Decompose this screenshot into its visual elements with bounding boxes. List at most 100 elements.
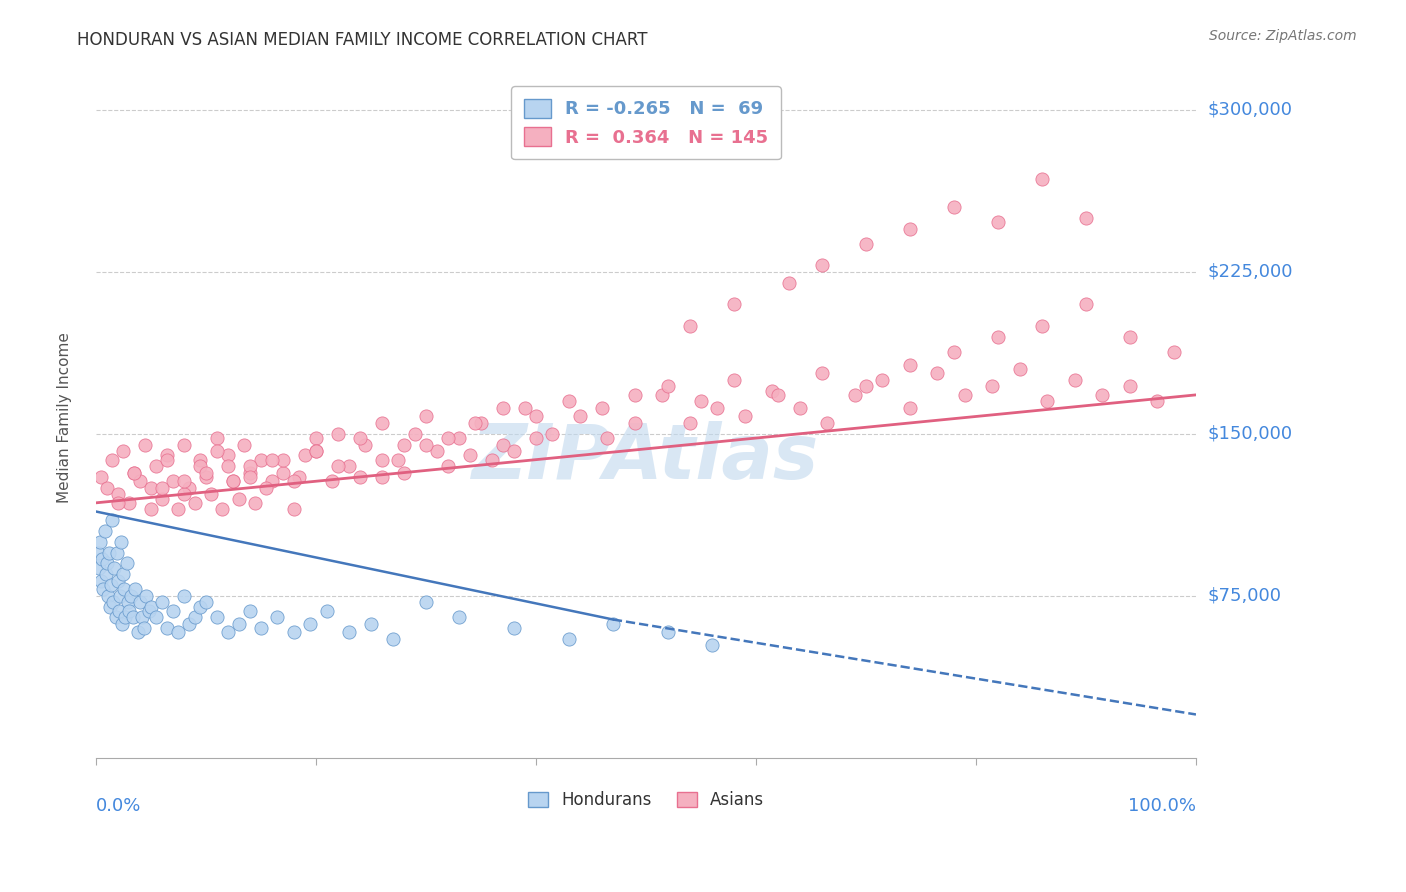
Point <box>104 610 127 624</box>
Point <box>602 616 624 631</box>
Point <box>139 599 162 614</box>
Point <box>150 595 173 609</box>
Point <box>179 616 201 631</box>
Point <box>239 604 262 618</box>
Point <box>898 221 921 235</box>
Point <box>179 481 201 495</box>
Point <box>354 437 377 451</box>
Text: $300,000: $300,000 <box>1208 101 1292 119</box>
Point <box>283 475 305 489</box>
Point <box>288 470 311 484</box>
Point <box>305 431 328 445</box>
Point <box>558 632 581 646</box>
Point <box>591 401 613 415</box>
Point <box>927 366 949 380</box>
Point <box>1031 318 1053 333</box>
Point <box>250 452 273 467</box>
Point <box>107 487 129 501</box>
Point <box>124 466 146 480</box>
Point <box>194 470 217 484</box>
Point <box>91 552 114 566</box>
Point <box>437 431 460 445</box>
Point <box>761 384 783 398</box>
Point <box>98 545 121 559</box>
Point <box>156 448 179 462</box>
Point <box>426 444 449 458</box>
Point <box>135 589 157 603</box>
Point <box>872 373 894 387</box>
Point <box>1074 211 1097 225</box>
Point <box>111 616 134 631</box>
Point <box>624 416 647 430</box>
Point <box>101 452 124 467</box>
Point <box>447 610 470 624</box>
Point <box>217 625 239 640</box>
Point <box>321 475 343 489</box>
Point <box>789 401 811 415</box>
Point <box>233 437 256 451</box>
Point <box>118 604 141 618</box>
Point <box>349 470 371 484</box>
Point <box>855 236 877 251</box>
Point <box>349 431 371 445</box>
Point <box>260 475 283 489</box>
Point <box>381 632 404 646</box>
Point <box>108 604 131 618</box>
Point <box>139 481 162 495</box>
Point <box>115 557 138 571</box>
Point <box>194 466 217 480</box>
Point <box>700 639 723 653</box>
Text: $75,000: $75,000 <box>1208 587 1281 605</box>
Point <box>898 358 921 372</box>
Point <box>128 475 150 489</box>
Point <box>1119 329 1142 343</box>
Point <box>1074 297 1097 311</box>
Point <box>651 388 673 402</box>
Point <box>1163 344 1185 359</box>
Point <box>679 318 702 333</box>
Point <box>188 459 211 474</box>
Point <box>188 452 211 467</box>
Point <box>524 409 547 424</box>
Point <box>294 448 316 462</box>
Point <box>266 610 288 624</box>
Point <box>150 491 173 506</box>
Point <box>98 599 121 614</box>
Text: $150,000: $150,000 <box>1208 425 1292 442</box>
Point <box>502 621 524 635</box>
Point <box>766 388 789 402</box>
Point <box>723 373 745 387</box>
Point <box>271 452 294 467</box>
Point <box>811 366 834 380</box>
Point <box>1031 172 1053 186</box>
Point <box>239 459 262 474</box>
Point <box>122 610 145 624</box>
Text: HONDURAN VS ASIAN MEDIAN FAMILY INCOME CORRELATION CHART: HONDURAN VS ASIAN MEDIAN FAMILY INCOME C… <box>77 31 648 49</box>
Point <box>502 444 524 458</box>
Point <box>173 487 195 501</box>
Point <box>117 595 139 609</box>
Point <box>371 416 394 430</box>
Y-axis label: Median Family Income: Median Family Income <box>58 332 72 503</box>
Point <box>184 496 207 510</box>
Point <box>138 604 160 618</box>
Point <box>283 502 305 516</box>
Point <box>93 582 115 597</box>
Point <box>173 475 195 489</box>
Point <box>150 481 173 495</box>
Point <box>1091 388 1114 402</box>
Point <box>120 589 142 603</box>
Point <box>93 524 115 538</box>
Point <box>194 595 217 609</box>
Point <box>898 401 921 415</box>
Point <box>107 496 129 510</box>
Point <box>558 394 581 409</box>
Point <box>458 448 481 462</box>
Point <box>734 409 756 424</box>
Point <box>124 582 146 597</box>
Point <box>492 401 515 415</box>
Point <box>415 595 437 609</box>
Point <box>437 459 460 474</box>
Point <box>131 610 153 624</box>
Point <box>470 416 492 430</box>
